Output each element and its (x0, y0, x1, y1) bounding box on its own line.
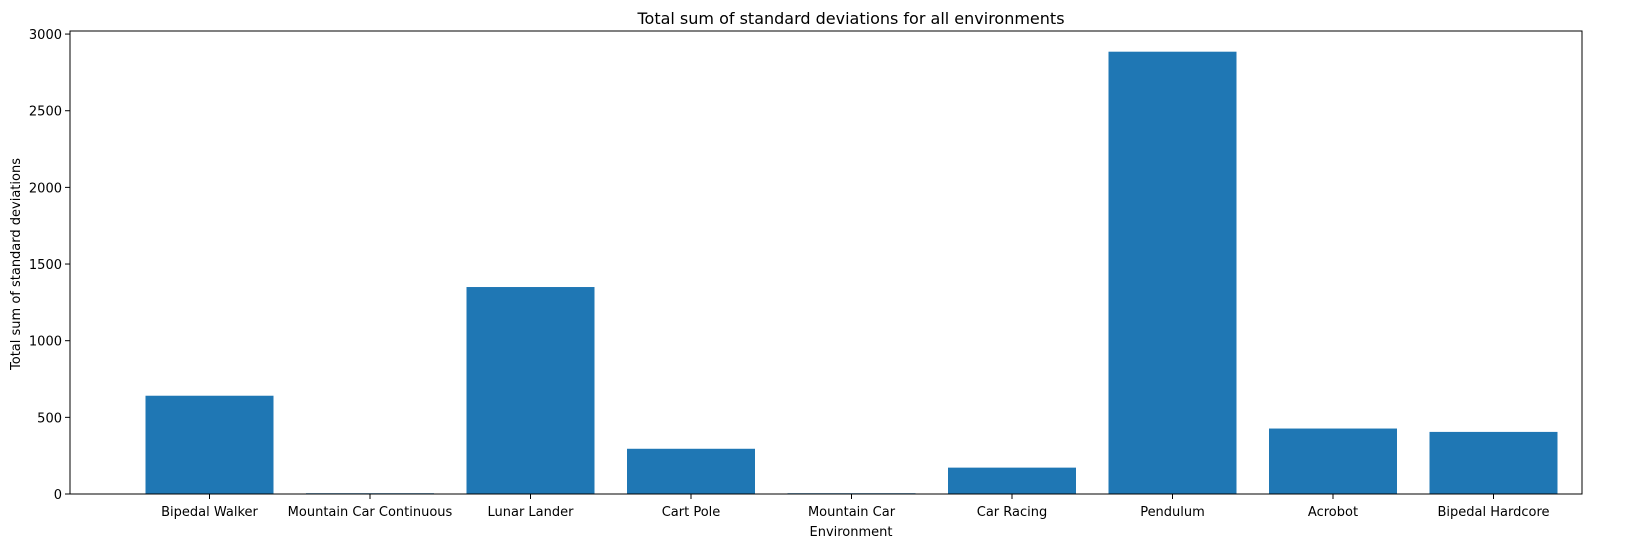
y-axis: 0 500 1000 1500 2000 2500 3000 (29, 28, 70, 503)
bar (1108, 51, 1237, 494)
x-tick-label: Acrobot (1308, 505, 1358, 520)
bar (948, 467, 1076, 494)
x-tick-label: Mountain Car Continuous (288, 505, 453, 520)
bar (1429, 431, 1558, 494)
x-tick-label: Cart Pole (662, 505, 721, 520)
x-tick-label: Pendulum (1140, 505, 1205, 520)
chart-title: Total sum of standard deviations for all… (636, 9, 1064, 28)
bar (1269, 428, 1397, 494)
y-axis-label: Total sum of standard deviations (9, 158, 24, 371)
x-tick-label: Bipedal Hardcore (1437, 505, 1549, 520)
x-tick-label: Bipedal Walker (161, 505, 258, 520)
bar-series (145, 51, 1558, 494)
bar (145, 395, 274, 494)
x-tick-label: Car Racing (977, 505, 1047, 520)
y-tick-label: 1500 (29, 258, 62, 273)
bar (627, 448, 755, 494)
y-tick-label: 2000 (29, 181, 62, 196)
x-tick-label: Mountain Car (808, 505, 896, 520)
y-tick-label: 2500 (29, 105, 62, 120)
y-tick-label: 0 (54, 488, 62, 503)
x-axis-label: Environment (809, 525, 892, 540)
bar (466, 287, 595, 494)
y-tick-label: 3000 (29, 28, 62, 43)
y-tick-label: 500 (37, 411, 62, 426)
x-tick-label: Lunar Lander (488, 505, 575, 520)
x-axis: Bipedal Walker Mountain Car Continuous Lun… (161, 494, 1550, 520)
y-tick-label: 1000 (29, 335, 62, 350)
plot-frame (69, 30, 1583, 495)
